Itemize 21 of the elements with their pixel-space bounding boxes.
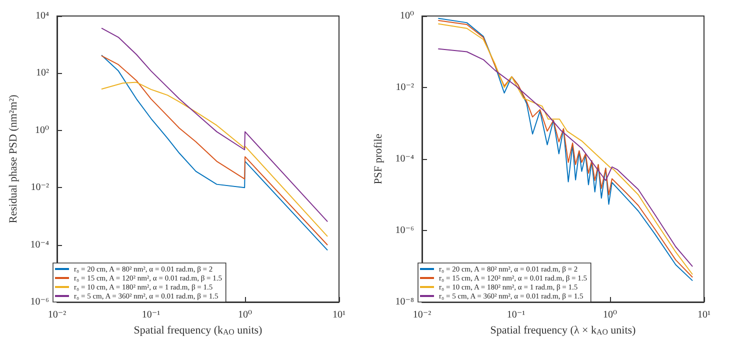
y-tick-label: 10⁻⁶ <box>395 224 415 236</box>
x-tick-label: 10⁻² <box>412 309 432 320</box>
y-tick-label: 10⁻² <box>30 182 49 194</box>
y-tick-label: 10² <box>36 68 49 79</box>
x-tick-label: 10⁻¹ <box>506 309 526 320</box>
y-tick-label: 10⁻⁴ <box>30 239 50 250</box>
y-tick-label: 10⁻⁶ <box>30 296 50 308</box>
y-tick-label: 10⁻⁴ <box>395 153 415 164</box>
y-tick-label: 10⁰ <box>34 124 49 136</box>
x-tick-label: 10⁰ <box>238 309 252 320</box>
x-tick-label: 10¹ <box>698 309 710 320</box>
y-tick-label: 10⁻⁸ <box>395 296 415 308</box>
x-tick-label: 10⁻¹ <box>142 309 160 320</box>
y-tick-label: 10⁻² <box>396 82 414 93</box>
y-tick-label: 10⁰ <box>400 10 414 22</box>
y-axis-title: Residual phase PSD (nm²m²) <box>8 94 20 224</box>
y-axis-title: PSF profile <box>372 134 384 184</box>
y-tick-label: 10⁴ <box>36 10 50 22</box>
x-tick-label: 10¹ <box>332 309 346 320</box>
x-tick-label: 10⁻² <box>48 309 66 320</box>
x-tick-label: 10⁰ <box>602 309 618 320</box>
